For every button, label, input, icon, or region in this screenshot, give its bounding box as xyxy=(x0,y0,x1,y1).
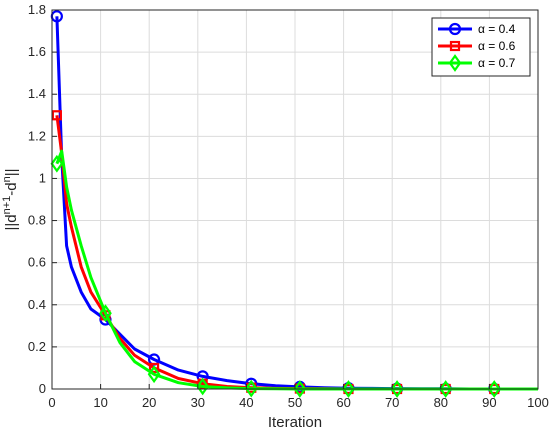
y-tick-label: 1 xyxy=(39,170,46,185)
legend-marker xyxy=(449,40,461,52)
y-label-end: || xyxy=(3,168,20,176)
y-tick-label: 1.8 xyxy=(28,2,46,17)
y-label-mid: -d xyxy=(3,182,20,195)
x-tick-label: 30 xyxy=(191,395,205,410)
y-tick-label: 1.2 xyxy=(28,128,46,143)
data-point-marker xyxy=(148,362,160,374)
data-point-marker xyxy=(342,380,355,398)
x-tick-label: 80 xyxy=(434,395,448,410)
x-tick-label: 20 xyxy=(142,395,156,410)
legend-label: α = 0.4 xyxy=(478,22,516,36)
data-point-marker xyxy=(196,377,210,396)
x-tick-label: 70 xyxy=(385,395,399,410)
x-tick-label: 90 xyxy=(482,395,496,410)
y-label-sup2: n xyxy=(1,176,13,182)
x-tick-label: 40 xyxy=(239,395,253,410)
data-point-marker xyxy=(147,365,161,384)
x-tick-label: 10 xyxy=(93,395,107,410)
legend: α = 0.4 α = 0.6 α = 0.7 xyxy=(431,17,531,77)
data-point-marker xyxy=(293,380,307,398)
axes-box xyxy=(51,9,539,390)
data-point-marker xyxy=(99,304,112,323)
y-label-base: ||d xyxy=(3,214,20,230)
y-tick-label: 0 xyxy=(39,381,46,396)
legend-item: α = 0.4 xyxy=(438,22,516,36)
y-tick-label: 0.4 xyxy=(28,297,46,312)
data-point-marker xyxy=(51,110,62,121)
y-tick-label: 0.8 xyxy=(28,213,46,228)
y-tick-label: 0.6 xyxy=(28,255,46,270)
y-tick-label: 1.6 xyxy=(28,44,46,59)
axes xyxy=(51,9,539,390)
legend-item: α = 0.6 xyxy=(438,39,516,53)
x-tick-label: 50 xyxy=(288,395,302,410)
y-tick-label: 0.2 xyxy=(28,339,46,354)
x-tick-label: 100 xyxy=(527,395,549,410)
x-axis-label: Iteration xyxy=(268,414,322,431)
x-tick-label: 60 xyxy=(336,395,350,410)
legend-label: α = 0.6 xyxy=(478,39,516,53)
legend-marker xyxy=(448,54,462,72)
legend-item: α = 0.7 xyxy=(438,54,516,72)
data-point-marker xyxy=(196,370,209,383)
data-point-marker xyxy=(439,380,453,398)
data-point-marker xyxy=(244,379,258,398)
legend-marker xyxy=(448,22,462,36)
data-point-marker xyxy=(390,380,404,398)
y-axis-label: ||dn+1-dn|| xyxy=(1,168,20,230)
data-point-marker xyxy=(50,154,64,173)
tick-labels: 0 10 20 30 40 50 60 70 80 90 100 0 0.2 0.4 0.6 0.8 1 1.2 1… xyxy=(28,2,549,410)
legend-label: α = 0.7 xyxy=(478,56,516,70)
x-tick-label: 0 xyxy=(48,395,55,410)
data-point-marker xyxy=(487,380,501,398)
y-label-sup1: n+1 xyxy=(1,196,13,215)
y-tick-label: 1.4 xyxy=(28,86,46,101)
